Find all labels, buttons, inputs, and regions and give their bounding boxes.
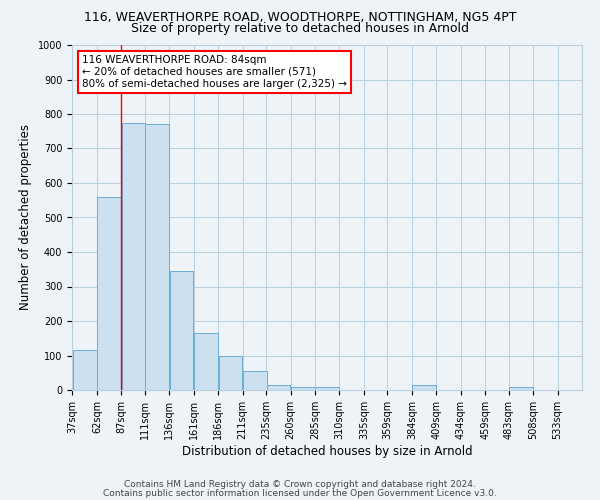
Text: Size of property relative to detached houses in Arnold: Size of property relative to detached ho…	[131, 22, 469, 35]
Bar	[243, 371, 267, 390]
Text: 116, WEAVERTHORPE ROAD, WOODTHORPE, NOTTINGHAM, NG5 4PT: 116, WEAVERTHORPE ROAD, WOODTHORPE, NOTT…	[84, 11, 516, 24]
Bar	[266, 385, 290, 390]
Bar	[145, 124, 169, 390]
Bar	[218, 356, 242, 390]
X-axis label: Distribution of detached houses by size in Arnold: Distribution of detached houses by size …	[182, 444, 472, 458]
Bar	[291, 386, 314, 390]
Bar	[170, 271, 193, 390]
Y-axis label: Number of detached properties: Number of detached properties	[19, 124, 32, 310]
Bar	[97, 197, 121, 390]
Bar	[194, 333, 218, 390]
Text: 116 WEAVERTHORPE ROAD: 84sqm
← 20% of detached houses are smaller (571)
80% of s: 116 WEAVERTHORPE ROAD: 84sqm ← 20% of de…	[82, 56, 347, 88]
Bar	[412, 385, 436, 390]
Text: Contains HM Land Registry data © Crown copyright and database right 2024.: Contains HM Land Registry data © Crown c…	[124, 480, 476, 489]
Bar	[122, 122, 145, 390]
Bar	[73, 350, 97, 390]
Bar	[316, 386, 339, 390]
Bar	[509, 386, 533, 390]
Text: Contains public sector information licensed under the Open Government Licence v3: Contains public sector information licen…	[103, 488, 497, 498]
